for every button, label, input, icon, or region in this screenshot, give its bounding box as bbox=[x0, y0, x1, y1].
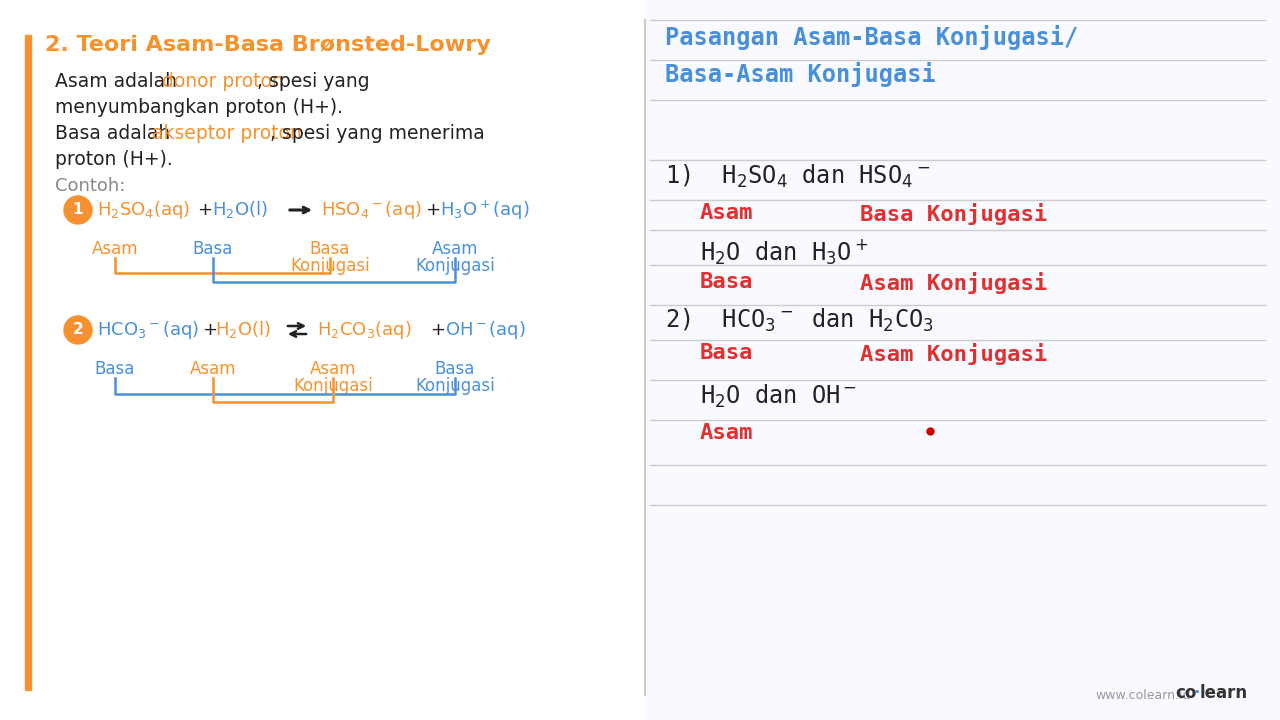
Text: 1)  H$_2$SO$_4$ dan HSO$_4$$^-$: 1) H$_2$SO$_4$ dan HSO$_4$$^-$ bbox=[666, 163, 931, 190]
Text: H$_2$SO$_4$(aq): H$_2$SO$_4$(aq) bbox=[97, 199, 191, 221]
Text: Asam: Asam bbox=[189, 360, 237, 378]
Text: www.colearn.id: www.colearn.id bbox=[1094, 689, 1190, 702]
Circle shape bbox=[64, 316, 92, 344]
Text: Contoh:: Contoh: bbox=[55, 177, 125, 195]
Text: +: + bbox=[197, 201, 212, 219]
Text: Asam Konjugasi: Asam Konjugasi bbox=[860, 272, 1047, 294]
Text: co: co bbox=[1175, 684, 1197, 702]
Text: Asam: Asam bbox=[431, 240, 479, 258]
Text: donor proton: donor proton bbox=[163, 72, 284, 91]
Text: Asam adalah: Asam adalah bbox=[55, 72, 183, 91]
Bar bbox=[0, 0, 640, 720]
Text: OH$^-$(aq): OH$^-$(aq) bbox=[445, 319, 526, 341]
Text: Asam: Asam bbox=[700, 203, 754, 223]
Text: 1: 1 bbox=[73, 202, 83, 217]
Bar bbox=[26, 35, 31, 690]
Text: Konjugasi: Konjugasi bbox=[291, 257, 370, 275]
Text: akseptor proton: akseptor proton bbox=[152, 124, 302, 143]
Text: Konjugasi: Konjugasi bbox=[415, 377, 495, 395]
Text: +: + bbox=[430, 321, 445, 339]
Text: Basa adalah: Basa adalah bbox=[55, 124, 177, 143]
Text: 2: 2 bbox=[73, 323, 83, 338]
Text: HCO$_3$$^-$(aq): HCO$_3$$^-$(aq) bbox=[97, 319, 198, 341]
Text: Konjugasi: Konjugasi bbox=[293, 377, 372, 395]
Text: H$_2$O dan OH$^-$: H$_2$O dan OH$^-$ bbox=[700, 383, 858, 410]
Text: , spesi yang: , spesi yang bbox=[257, 72, 370, 91]
Text: 2. Teori Asam-Basa Brønsted-Lowry: 2. Teori Asam-Basa Brønsted-Lowry bbox=[45, 35, 490, 55]
Text: proton (H+).: proton (H+). bbox=[55, 150, 173, 169]
Text: Konjugasi: Konjugasi bbox=[415, 257, 495, 275]
Text: Asam: Asam bbox=[700, 423, 754, 443]
Text: ·: · bbox=[1193, 684, 1199, 702]
Text: menyumbangkan proton (H+).: menyumbangkan proton (H+). bbox=[55, 98, 343, 117]
Text: learn: learn bbox=[1201, 684, 1248, 702]
Text: Basa: Basa bbox=[435, 360, 475, 378]
Text: Basa: Basa bbox=[700, 343, 754, 363]
Text: Basa: Basa bbox=[95, 360, 136, 378]
Text: Basa-Asam Konjugasi: Basa-Asam Konjugasi bbox=[666, 62, 936, 87]
Text: +: + bbox=[202, 321, 218, 339]
Text: Basa Konjugasi: Basa Konjugasi bbox=[860, 203, 1047, 225]
Text: Basa: Basa bbox=[193, 240, 233, 258]
Text: 2)  HCO$_3$$^-$ dan H$_2$CO$_3$: 2) HCO$_3$$^-$ dan H$_2$CO$_3$ bbox=[666, 307, 934, 334]
Text: Asam: Asam bbox=[310, 360, 356, 378]
Text: H$_2$O(l): H$_2$O(l) bbox=[212, 199, 268, 220]
Text: HSO$_4$$^-$(aq): HSO$_4$$^-$(aq) bbox=[321, 199, 422, 221]
Text: Asam: Asam bbox=[92, 240, 138, 258]
Text: Basa: Basa bbox=[310, 240, 351, 258]
Text: H$_2$O(l): H$_2$O(l) bbox=[215, 320, 271, 341]
Text: Asam Konjugasi: Asam Konjugasi bbox=[860, 343, 1047, 365]
Bar bbox=[645, 0, 1280, 720]
Text: , spesi yang menerima: , spesi yang menerima bbox=[270, 124, 485, 143]
Text: Basa: Basa bbox=[700, 272, 754, 292]
Text: +: + bbox=[425, 201, 440, 219]
Text: H$_2$CO$_3$(aq): H$_2$CO$_3$(aq) bbox=[317, 319, 412, 341]
Circle shape bbox=[64, 196, 92, 224]
Text: H$_3$O$^+$(aq): H$_3$O$^+$(aq) bbox=[440, 198, 530, 222]
Text: H$_2$O dan H$_3$O$^+$: H$_2$O dan H$_3$O$^+$ bbox=[700, 238, 869, 267]
Text: Pasangan Asam-Basa Konjugasi/: Pasangan Asam-Basa Konjugasi/ bbox=[666, 25, 1078, 50]
